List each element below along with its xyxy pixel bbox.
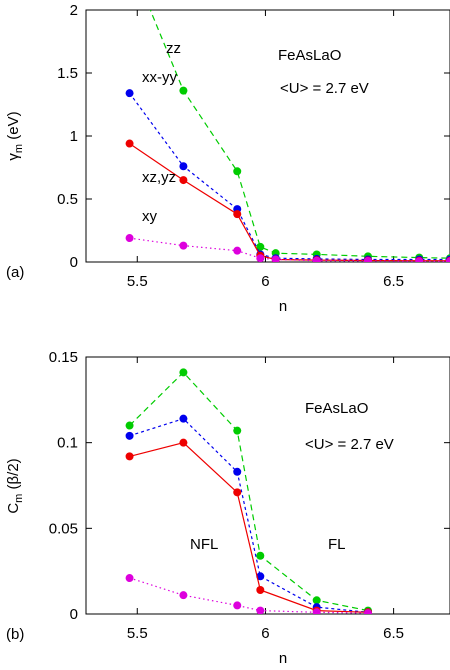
data-point-zz — [233, 167, 242, 176]
y-tick-label: 0.1 — [57, 435, 78, 452]
panel-a-xlabel: n — [279, 298, 287, 315]
data-point-zz — [125, 421, 134, 430]
series-line-xz-yz — [129, 143, 450, 262]
data-point-xy — [256, 254, 265, 262]
data-point-xy — [271, 255, 280, 262]
y-tick-label: 1 — [70, 128, 78, 145]
data-point-xz-yz — [125, 452, 134, 461]
panel-b-label: (b) — [6, 626, 24, 643]
panel-b-annotation-u: <U> = 2.7 eV — [305, 436, 394, 453]
panel-b-ticks: 0 0.05 0.1 0.15 5.5 6 6.5 — [49, 349, 450, 642]
data-point-zz — [179, 86, 188, 95]
y-tick-label: 2 — [70, 2, 78, 19]
data-point-xx-yy — [179, 414, 188, 423]
panel-a-label: (a) — [6, 264, 24, 281]
data-point-zz — [312, 596, 321, 605]
data-point-xz-yz — [179, 438, 188, 447]
panel-a-series-label-xx-yy: xx-yy — [142, 69, 177, 86]
panel-a-ylabel: γm (eV) — [5, 111, 25, 160]
x-tick-label: 5.5 — [127, 625, 148, 642]
panel-b-ylabel: Cm (β/2) — [5, 458, 25, 513]
data-point-xx-yy — [256, 572, 265, 581]
data-point-xy — [125, 234, 134, 243]
panel-a-frame — [85, 9, 450, 263]
panel-a: 0 0.5 1 1.5 2 5.5 6 6.5 γm (eV) n (a) FeAsLaO <… — [5, 2, 450, 315]
panel-a-series-label-xz-yz: xz,yz — [142, 169, 176, 186]
data-point-xy — [363, 609, 372, 614]
data-point-xx-yy — [233, 467, 242, 476]
data-point-zz — [256, 551, 265, 560]
x-tick-label: 6 — [261, 273, 269, 290]
data-point-xz-yz — [233, 210, 242, 219]
series-line-zz — [129, 371, 369, 612]
panel-b-frame — [85, 356, 450, 615]
y-tick-label: 0 — [70, 606, 78, 623]
data-point-xy — [363, 256, 372, 262]
x-tick-label: 6 — [261, 625, 269, 642]
series-line-xy — [129, 237, 450, 262]
panel-b-series — [125, 368, 372, 614]
data-point-xx-yy — [125, 431, 134, 440]
data-point-xz-yz — [256, 586, 265, 595]
y-tick-label: 0.5 — [57, 191, 78, 208]
x-tick-label: 5.5 — [127, 273, 148, 290]
data-point-xz-yz — [233, 488, 242, 497]
y-tick-label: 0.15 — [49, 349, 78, 366]
y-tick-label: 0 — [70, 254, 78, 271]
data-point-xy — [312, 608, 321, 614]
y-tick-label: 0.05 — [49, 520, 78, 537]
panel-b: 0 0.05 0.1 0.15 5.5 6 6.5 Cm (β/2) n (b) FeAsL… — [5, 349, 450, 667]
data-point-xy — [256, 606, 265, 614]
data-point-xy — [233, 246, 242, 255]
panel-b-xlabel: n — [279, 650, 287, 667]
data-point-xx-yy — [125, 89, 134, 98]
panel-a-series — [125, 10, 450, 262]
panel-a-annotation-u: <U> = 2.7 eV — [280, 80, 369, 97]
data-point-zz — [179, 368, 188, 377]
series-line-zz — [149, 10, 450, 259]
panel-b-annotation-nfl: NFL — [190, 536, 218, 553]
data-point-xy — [179, 591, 188, 600]
panel-b-annotation-fl: FL — [328, 536, 346, 553]
y-tick-label: 1.5 — [57, 65, 78, 82]
x-tick-label: 6.5 — [383, 273, 404, 290]
data-point-xx-yy — [179, 162, 188, 171]
data-point-zz — [233, 426, 242, 435]
data-point-xy — [312, 256, 321, 262]
panel-a-series-label-zz: zz — [166, 40, 181, 57]
data-point-zz — [256, 242, 265, 251]
panel-a-ticks: 0 0.5 1 1.5 2 5.5 6 6.5 — [57, 2, 450, 290]
data-point-xy — [446, 257, 450, 262]
series-line-xz-yz — [129, 442, 369, 613]
data-point-xy — [179, 241, 188, 250]
panel-b-annotation-material: FeAsLaO — [305, 400, 368, 417]
data-point-xy — [125, 574, 134, 583]
data-point-xy — [415, 257, 424, 262]
data-point-xy — [233, 601, 242, 610]
series-line-xy — [129, 577, 369, 614]
data-point-xz-yz — [125, 139, 134, 148]
x-tick-label: 6.5 — [383, 625, 404, 642]
panel-a-annotation-material: FeAsLaO — [278, 47, 341, 64]
panel-a-series-label-xy: xy — [142, 208, 158, 225]
data-point-xz-yz — [179, 176, 188, 185]
